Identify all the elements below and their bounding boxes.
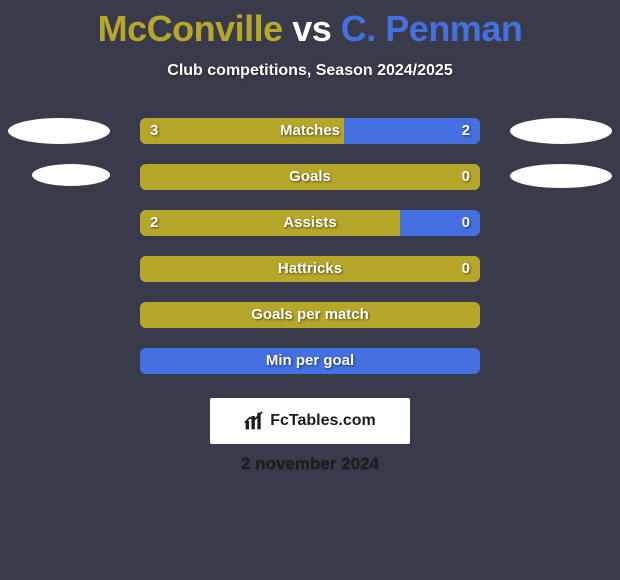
subtitle: Club competitions, Season 2024/2025 [0, 62, 620, 80]
bar-fill-right [400, 210, 480, 236]
bar-track [140, 348, 480, 374]
bar-fill-left [140, 256, 480, 282]
bar-fill-left [140, 210, 400, 236]
page-title: McConville vs C. Penman [0, 0, 620, 50]
bar-fill-left [140, 118, 344, 144]
bar-fill-left [140, 164, 480, 190]
comparison-chart: McConville vs C. Penman Club competition… [0, 0, 620, 580]
chart-icon [244, 411, 264, 431]
decor-ellipse [32, 164, 110, 186]
stat-row: Goals per match [0, 302, 620, 328]
stat-rows: Matches32 Goals0 Assists20 Hattricks0 Goals … [0, 118, 620, 374]
stat-row: Assists20 [0, 210, 620, 236]
bar-track [140, 302, 480, 328]
bar-track [140, 256, 480, 282]
decor-ellipse [510, 118, 612, 144]
source-text: FcTables.com [270, 412, 376, 430]
bar-fill-right [344, 118, 480, 144]
bar-track [140, 164, 480, 190]
title-vs: vs [292, 8, 331, 49]
stat-row: Min per goal [0, 348, 620, 374]
source-badge: FcTables.com [210, 398, 410, 444]
stat-row: Matches32 [0, 118, 620, 144]
stat-row: Goals0 [0, 164, 620, 190]
bar-track [140, 210, 480, 236]
date-line: 2 november 2024 [0, 454, 620, 474]
bar-fill-right [140, 348, 480, 374]
player2-name: C. Penman [341, 8, 523, 49]
bar-fill-left [140, 302, 480, 328]
stat-row: Hattricks0 [0, 256, 620, 282]
player1-name: McConville [98, 8, 283, 49]
decor-ellipse [510, 164, 612, 188]
bar-track [140, 118, 480, 144]
decor-ellipse [8, 118, 110, 144]
